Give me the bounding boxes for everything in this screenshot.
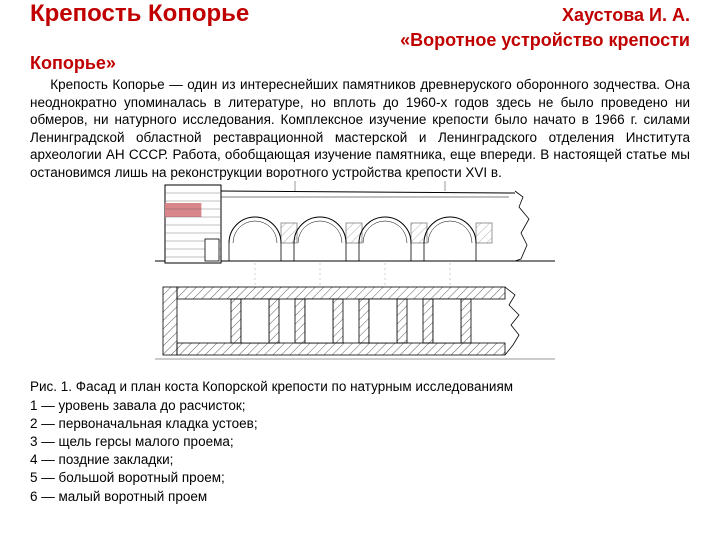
body-paragraph: Крепость Копорье — один из интереснейших… — [30, 76, 690, 181]
caption-item: 4 — поздние закладки; — [30, 451, 690, 469]
figure-caption: Рис. 1. Фасад и план коста Копорской кре… — [30, 378, 690, 506]
caption-item: 2 — первоначальная кладка устоев; — [30, 415, 690, 433]
caption-item: 5 — большой воротный проем; — [30, 469, 690, 487]
author-name: Хаустова И. А. — [562, 5, 690, 26]
figure-drawing — [145, 177, 575, 367]
caption-item: 3 — щель герсы малого проема; — [30, 433, 690, 451]
caption-item: 6 — малый воротный проем — [30, 488, 690, 506]
subtitle-line-2: Копорье» — [30, 53, 690, 74]
caption-item: 1 — уровень завала до расчисток; — [30, 397, 690, 415]
caption-title: Рис. 1. Фасад и план коста Копорской кре… — [30, 378, 690, 396]
subtitle-line-1: «Воротное устройство крепости — [30, 30, 690, 51]
page-title: Крепость Копорье — [30, 0, 249, 28]
